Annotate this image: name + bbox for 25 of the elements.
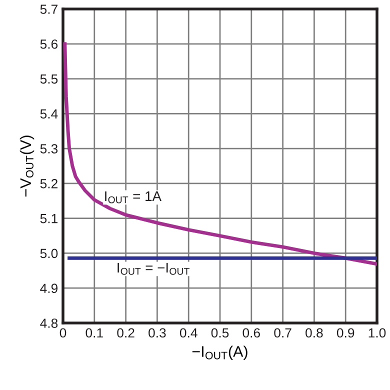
x-tick-label: 0.8: [306, 328, 323, 338]
x-tick-label: 0.9: [336, 328, 354, 338]
x-tick-label: 0.4: [180, 328, 198, 338]
x-tick-label: 0: [60, 328, 66, 338]
y-axis-title: −V$_{OUT}$(V): [20, 136, 34, 197]
y-tick-label: 5.3: [40, 144, 58, 154]
x-tick-label: 0.2: [117, 328, 134, 338]
x-tick-label: 1.0: [368, 328, 386, 338]
x-tick-label: 0.3: [148, 328, 166, 338]
y-tick-label: 5.0: [40, 248, 58, 258]
y-tick-label: 5.7: [40, 4, 58, 14]
annotation: I$_{OUT}$ = 1A: [105, 191, 162, 204]
x-tick-label: 0.6: [242, 328, 260, 338]
y-tick-label: 5.6: [40, 39, 58, 49]
x-axis-title: −I$_{OUT}$(A): [192, 346, 248, 360]
y-tick-label: 4.8: [40, 318, 58, 328]
x-tick-label: 0.7: [274, 328, 292, 338]
x-tick-label: 0.1: [86, 328, 103, 338]
y-tick-label: 5.2: [40, 179, 58, 188]
annotation: I$_{OUT}$ = −I$_{OUT}$: [118, 262, 190, 275]
y-tick-label: 5.1: [40, 214, 58, 224]
y-tick-label: 5.4: [40, 109, 58, 119]
y-tick-label: 4.9: [40, 284, 58, 294]
x-tick-label: 0.5: [211, 328, 229, 338]
y-tick-label: 5.5: [40, 74, 58, 84]
